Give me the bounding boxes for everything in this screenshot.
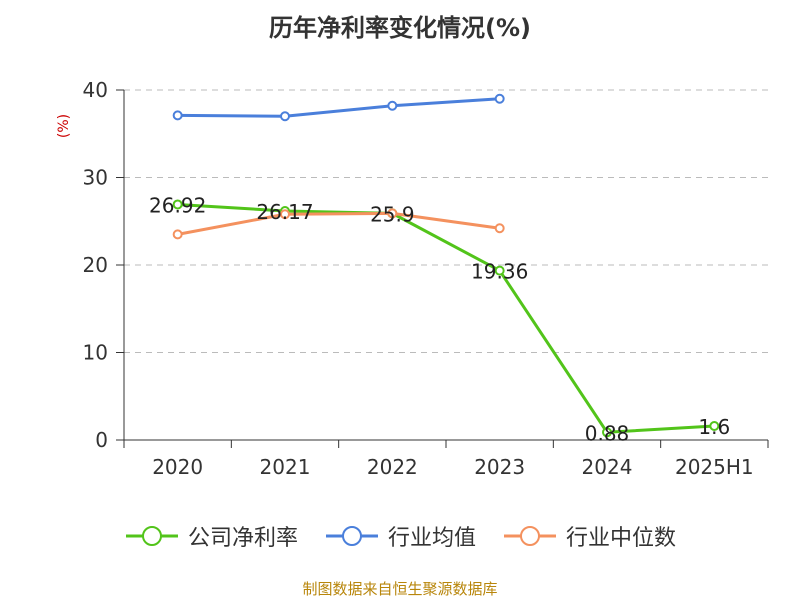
data-label: 1.6 [698,415,730,439]
axis-layer: 0 10 20 30 40 2020 2021 2022 2023 2024 2025H1 [83,78,769,479]
x-tick-label: 2022 [367,455,418,479]
x-tick-label: 2025H1 [675,455,754,479]
data-label: 25.9 [370,202,415,226]
data-point [172,229,183,240]
legend-label: 公司净利率 [187,526,298,551]
series-line [177,97,500,118]
chart-title: 历年净利率变化情况(%) [269,14,531,42]
y-tick-label: 40 [83,78,108,102]
legend-item[interactable]: 行业中位数 [502,520,676,552]
data-label: 26.92 [149,193,206,217]
data-label: 19.36 [471,260,528,284]
y-tick-label: 0 [95,428,108,452]
y-axis-label: (%) [56,114,72,138]
y-tick-label: 30 [83,166,108,190]
x-tick-label: 2020 [152,455,203,479]
legend-item[interactable]: 行业均值 [324,520,476,552]
data-point [172,110,183,121]
series-line [177,202,715,434]
data-point [387,208,398,219]
data-point [602,427,612,438]
grid-layer [124,89,768,353]
series-layer [172,93,720,438]
source-note: 制图数据来自恒生聚源数据库 [302,580,498,598]
data-point [494,93,505,104]
data-point [387,100,398,111]
y-tick-label: 20 [83,253,108,277]
data-point [709,421,720,431]
legend-swatch-icon [325,526,378,546]
legend: 公司净利率 行业均值 行业中位数 [0,518,800,554]
legend-label: 行业均值 [387,526,476,551]
data-point [280,111,290,122]
data-label: 26.17 [256,200,313,224]
legend-swatch-icon [504,526,556,546]
data-point [172,199,183,210]
series-line [177,211,500,236]
x-tick-label: 2024 [582,455,633,479]
x-tick-label: 2021 [260,455,311,479]
legend-swatch-icon [125,526,178,546]
y-tick-label: 10 [83,341,108,365]
legend-item[interactable]: 公司净利率 [124,520,298,552]
data-point [280,209,290,220]
data-label: 0.88 [585,421,630,445]
data-label-layer: 26.92 26.17 25.9 19.36 0.88 1.6 [149,193,730,445]
x-tick-label: 2023 [474,455,525,479]
data-point [494,223,505,234]
data-point [494,265,505,276]
legend-label: 行业中位数 [566,526,677,551]
